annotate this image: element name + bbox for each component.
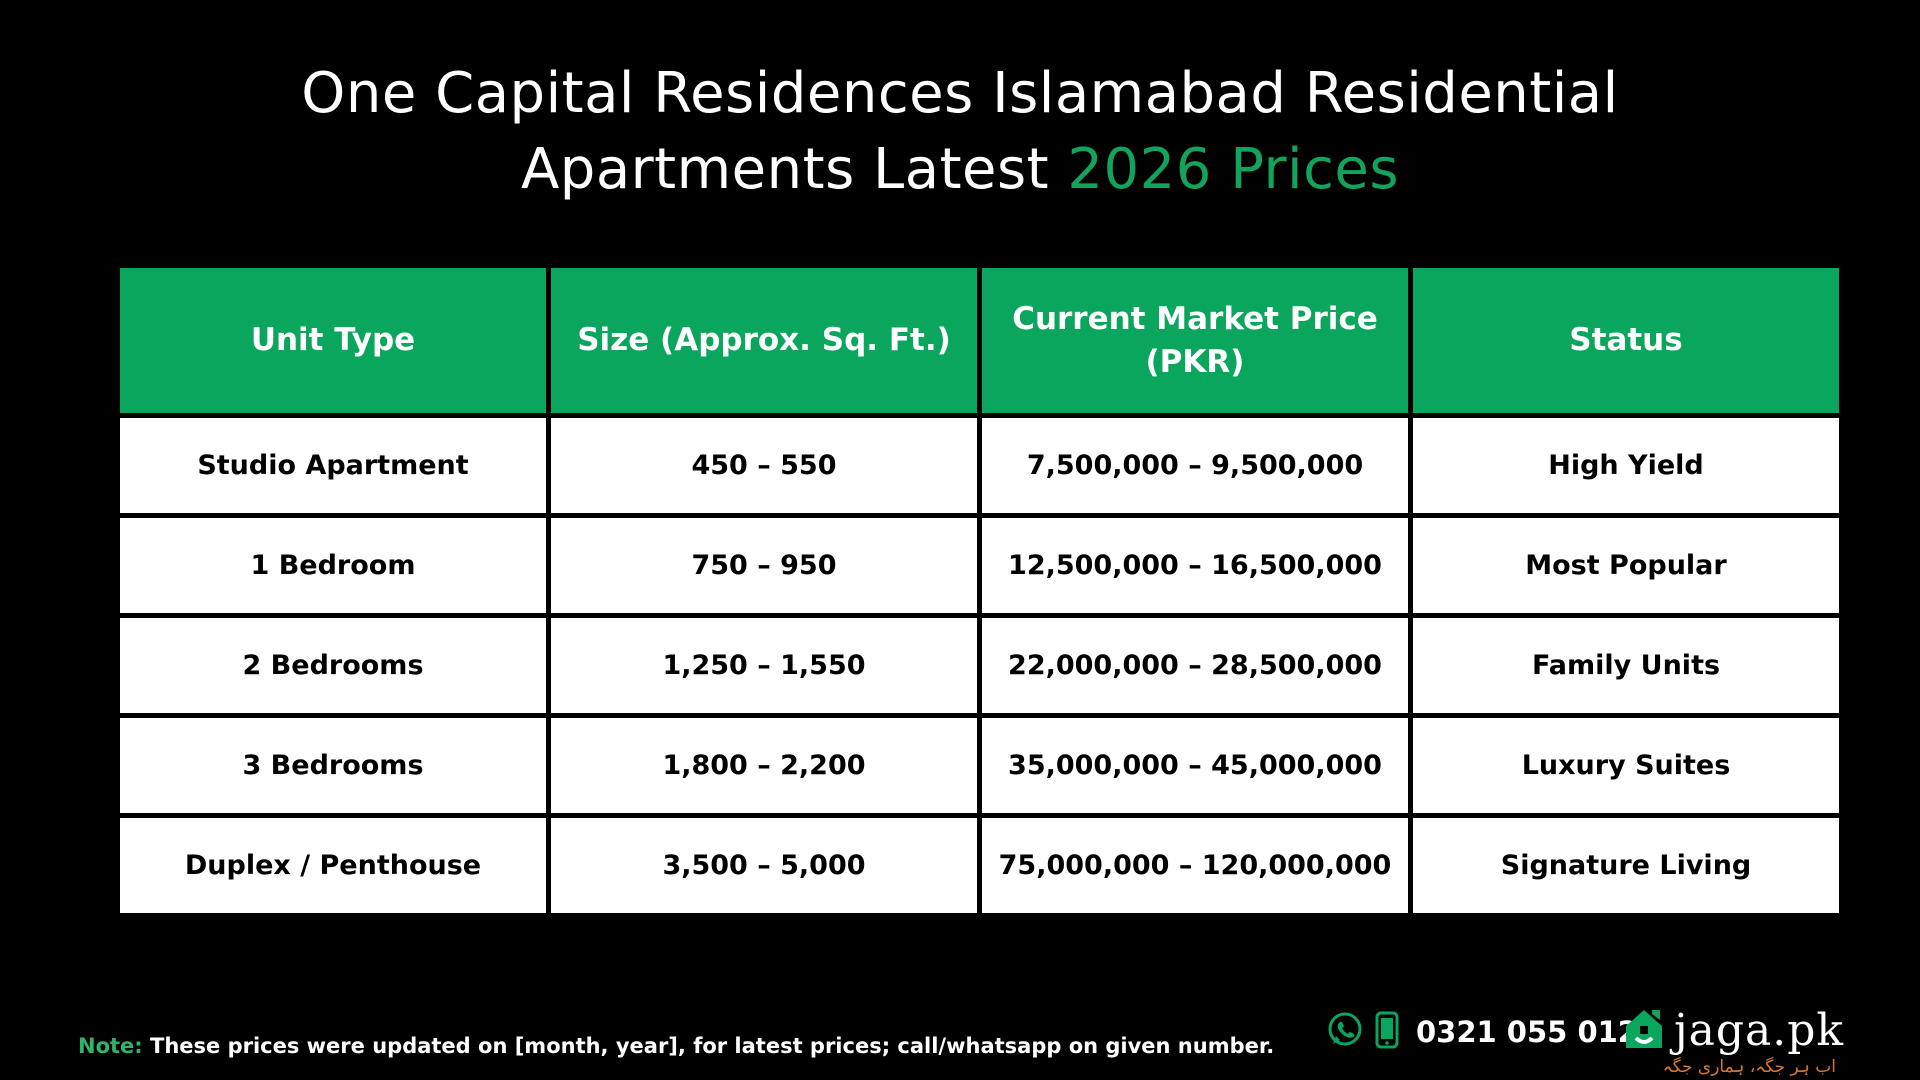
table-row: 3 Bedrooms 1,800 – 2,200 35,000,000 – 45… <box>120 718 1839 813</box>
note-text: These prices were updated on [month, yea… <box>142 1034 1275 1058</box>
cell-price: 12,500,000 – 16,500,000 <box>982 518 1408 613</box>
phone-number[interactable]: 0321 055 0123 <box>1416 1015 1659 1049</box>
price-table: Unit Type Size (Approx. Sq. Ft.) Current… <box>115 263 1844 918</box>
title-year-accent: 2026 Prices <box>1067 137 1400 202</box>
title-line-1: One Capital Residences Islamabad Residen… <box>301 61 1619 126</box>
page-title: One Capital Residences Islamabad Residen… <box>0 56 1920 208</box>
note-label: Note: <box>78 1034 143 1058</box>
cell-price: 7,500,000 – 9,500,000 <box>982 418 1408 513</box>
cell-price: 22,000,000 – 28,500,000 <box>982 618 1408 713</box>
house-logo-icon <box>1622 1004 1666 1056</box>
header-price: Current Market Price (PKR) <box>982 268 1408 413</box>
cell-size: 1,250 – 1,550 <box>551 618 977 713</box>
cell-size: 750 – 950 <box>551 518 977 613</box>
title-line-2: Apartments Latest 2026 Prices <box>0 132 1920 208</box>
brand-tagline: اب ہر جگہ، ہماری جگہ <box>1662 1057 1836 1077</box>
title-line-2-prefix: Apartments Latest <box>520 137 1068 202</box>
cell-unit-type: 1 Bedroom <box>120 518 546 613</box>
cell-size: 3,500 – 5,000 <box>551 818 977 913</box>
footnote: Note: These prices were updated on [mont… <box>78 1033 1274 1059</box>
brand-name: jaga.pk <box>1674 1004 1845 1056</box>
cell-status: High Yield <box>1413 418 1839 513</box>
cell-status: Signature Living <box>1413 818 1839 913</box>
header-size: Size (Approx. Sq. Ft.) <box>551 268 977 413</box>
cell-price: 35,000,000 – 45,000,000 <box>982 718 1408 813</box>
mobile-phone-icon <box>1374 1011 1400 1053</box>
table-row: 1 Bedroom 750 – 950 12,500,000 – 16,500,… <box>120 518 1839 613</box>
header-status: Status <box>1413 268 1839 413</box>
cell-status: Family Units <box>1413 618 1839 713</box>
cell-size: 450 – 550 <box>551 418 977 513</box>
cell-unit-type: Studio Apartment <box>120 418 546 513</box>
cell-unit-type: Duplex / Penthouse <box>120 818 546 913</box>
brand-logo: jaga.pk <box>1622 1004 1844 1056</box>
table-row: 2 Bedrooms 1,250 – 1,550 22,000,000 – 28… <box>120 618 1839 713</box>
cell-status: Most Popular <box>1413 518 1839 613</box>
cell-unit-type: 2 Bedrooms <box>120 618 546 713</box>
table-row: Studio Apartment 450 – 550 7,500,000 – 9… <box>120 418 1839 513</box>
contact-info: 0321 055 0123 <box>1326 1011 1659 1053</box>
cell-unit-type: 3 Bedrooms <box>120 718 546 813</box>
cell-status: Luxury Suites <box>1413 718 1839 813</box>
header-unit-type: Unit Type <box>120 268 546 413</box>
cell-price: 75,000,000 – 120,000,000 <box>982 818 1408 913</box>
cell-size: 1,800 – 2,200 <box>551 718 977 813</box>
whatsapp-icon[interactable] <box>1326 1011 1364 1053</box>
table-header-row: Unit Type Size (Approx. Sq. Ft.) Current… <box>120 268 1839 413</box>
table-row: Duplex / Penthouse 3,500 – 5,000 75,000,… <box>120 818 1839 913</box>
